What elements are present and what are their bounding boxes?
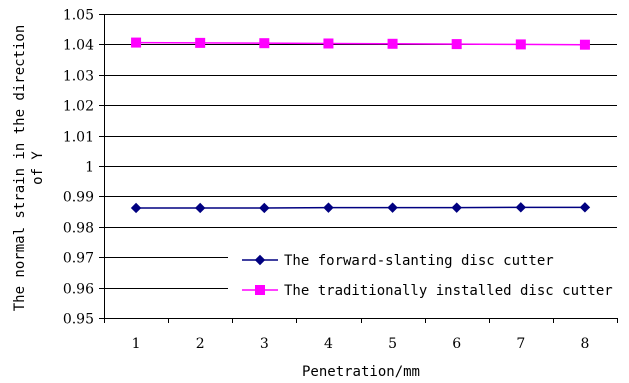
x-tick-label: 2: [196, 336, 205, 352]
data-point: [259, 202, 270, 214]
data-point: [130, 202, 142, 214]
data-point: [387, 38, 398, 49]
y-tick-label: 0.99: [63, 190, 94, 206]
y-tick-label: 1.05: [63, 8, 94, 24]
x-tick-label: 1: [132, 336, 141, 352]
data-point: [579, 39, 590, 50]
data-point: [515, 39, 526, 50]
legend-label: The traditionally installed disc cutter: [284, 283, 613, 299]
legend-swatch-marker: [255, 285, 265, 295]
series-line: [136, 206, 585, 209]
data-point: [579, 202, 591, 213]
x-tick-label: 3: [260, 336, 269, 352]
legend-swatch-marker: [254, 254, 266, 266]
legend: The forward-slanting disc cutter The trad…: [228, 242, 622, 306]
data-point: [451, 39, 462, 50]
y-tick-label: 1.01: [63, 130, 94, 146]
y-tick-label: 0.95: [63, 312, 94, 328]
data-point: [194, 202, 206, 214]
y-tick-label: 0.98: [63, 221, 94, 237]
gridlines: [104, 14, 617, 289]
y-axis-title-line-1: The normal strain in the direction: [12, 25, 28, 312]
x-axis-title: Penetration/mm: [302, 364, 420, 380]
series-2: [131, 37, 590, 50]
data-point: [195, 37, 206, 48]
x-tick-label: 6: [452, 336, 461, 352]
y-tick-label: 1.02: [63, 99, 94, 115]
x-tick-label: 8: [580, 336, 589, 352]
series-group: [130, 37, 591, 214]
axes: 0.95 0.96 0.97 0.98 0.99 1 1.01 1.02 1.03 1.04 1.0…: [63, 8, 618, 352]
legend-background: [228, 242, 622, 306]
y-tick-label: 0.97: [63, 251, 94, 267]
x-tick-label: 7: [516, 336, 525, 352]
data-point: [131, 37, 142, 48]
series-line: [136, 41, 585, 46]
y-axis-title: The normal strain in the direction of Y: [12, 25, 46, 312]
y-tick-label: 1.03: [63, 69, 94, 85]
data-point: [451, 202, 462, 213]
series-1: [130, 202, 591, 214]
x-tick-label: 5: [388, 336, 397, 352]
legend-label: The forward-slanting disc cutter: [284, 253, 554, 269]
data-point: [323, 38, 334, 49]
y-tick-label: 1.04: [63, 38, 94, 54]
data-point: [387, 202, 398, 213]
y-tick-label: 0.96: [63, 282, 94, 298]
x-tick-label: 4: [324, 336, 333, 352]
data-point: [515, 202, 527, 213]
y-axis-title-line-2: of Y: [30, 151, 46, 185]
y-tick-label: 1: [85, 160, 94, 176]
data-point: [323, 202, 334, 213]
data-point: [259, 38, 270, 49]
